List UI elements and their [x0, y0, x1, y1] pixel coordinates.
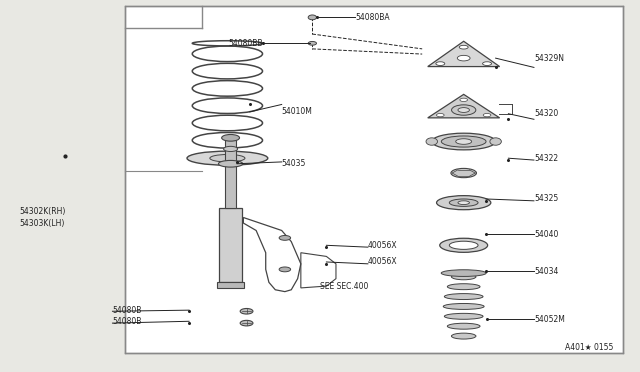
Ellipse shape [458, 108, 469, 112]
Polygon shape [428, 41, 500, 67]
Ellipse shape [451, 333, 476, 339]
Text: SEE SEC.400: SEE SEC.400 [320, 282, 369, 291]
Polygon shape [428, 94, 500, 118]
Ellipse shape [442, 136, 486, 147]
Ellipse shape [308, 41, 317, 45]
Ellipse shape [449, 241, 478, 249]
Text: 40056X: 40056X [368, 257, 397, 266]
Text: A401★ 0155: A401★ 0155 [565, 343, 614, 352]
Ellipse shape [490, 138, 501, 145]
Ellipse shape [441, 270, 486, 276]
Text: 54322: 54322 [534, 154, 558, 163]
Text: 54035: 54035 [282, 159, 306, 168]
Ellipse shape [240, 308, 253, 314]
Bar [219, 208, 242, 282]
Ellipse shape [444, 313, 483, 319]
Text: 40056X: 40056X [368, 241, 397, 250]
Ellipse shape [460, 45, 468, 49]
Ellipse shape [210, 154, 245, 162]
Text: 54303K(LH): 54303K(LH) [20, 219, 65, 228]
Text: 54080B: 54080B [113, 306, 142, 315]
Ellipse shape [221, 135, 239, 141]
Ellipse shape [187, 151, 268, 165]
Ellipse shape [447, 323, 480, 329]
Ellipse shape [451, 274, 476, 280]
Ellipse shape [308, 15, 317, 20]
Ellipse shape [440, 238, 488, 252]
Ellipse shape [279, 267, 291, 272]
Ellipse shape [449, 199, 478, 206]
Ellipse shape [223, 146, 237, 151]
Ellipse shape [279, 235, 291, 240]
Text: 54080BB: 54080BB [228, 39, 262, 48]
Ellipse shape [483, 62, 492, 65]
Text: 54052M: 54052M [534, 315, 565, 324]
Ellipse shape [452, 105, 476, 115]
Ellipse shape [436, 62, 445, 65]
Text: 54010M: 54010M [282, 108, 312, 116]
Text: 54040: 54040 [534, 230, 558, 239]
Ellipse shape [447, 284, 480, 290]
Ellipse shape [436, 196, 491, 210]
Ellipse shape [218, 160, 243, 167]
Ellipse shape [436, 113, 444, 117]
Bar [125, 6, 623, 353]
Ellipse shape [240, 320, 253, 326]
Ellipse shape [458, 55, 470, 61]
Ellipse shape [460, 98, 467, 102]
Bar [217, 282, 244, 288]
Ellipse shape [483, 113, 491, 117]
Ellipse shape [444, 294, 483, 299]
Ellipse shape [451, 169, 476, 178]
Text: 54329N: 54329N [534, 54, 564, 62]
Text: 54034: 54034 [534, 267, 558, 276]
Ellipse shape [444, 304, 484, 310]
Text: 54320: 54320 [534, 109, 558, 118]
Text: 54080B: 54080B [113, 317, 142, 326]
Ellipse shape [426, 138, 438, 145]
Text: 54080BA: 54080BA [355, 13, 390, 22]
Text: 54325: 54325 [534, 195, 558, 203]
Ellipse shape [458, 201, 469, 205]
Ellipse shape [432, 133, 495, 150]
Text: 54302K(RH): 54302K(RH) [20, 208, 66, 217]
Ellipse shape [456, 139, 472, 144]
Bar [225, 138, 236, 208]
